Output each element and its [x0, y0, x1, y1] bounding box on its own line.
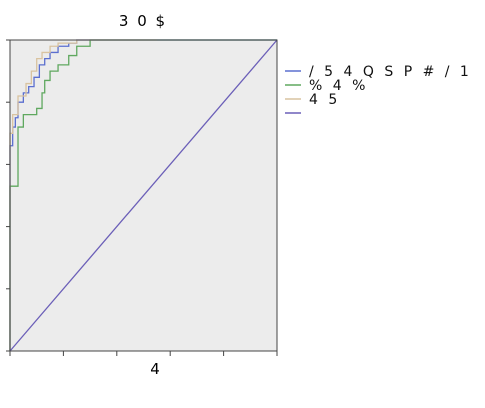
x-axis-label: 4 [150, 360, 160, 378]
chart-title: 3 0 $ [119, 12, 167, 30]
plot-frame [9, 39, 278, 352]
axes-layer [6, 39, 278, 356]
legend-label-3: 4 5 [309, 92, 340, 108]
legend-label-2: % 4 % [309, 78, 368, 94]
series-line-2 [9, 39, 277, 351]
series-layer [9, 39, 278, 352]
legend-label-1: / 5 4 Q S P # / 1 [309, 64, 472, 80]
legend: / 5 4 Q S P # / 1% 4 %4 5 [285, 64, 472, 114]
series-line-1 [9, 39, 277, 351]
series-line-3 [9, 39, 157, 351]
series-line-4 [9, 39, 278, 352]
